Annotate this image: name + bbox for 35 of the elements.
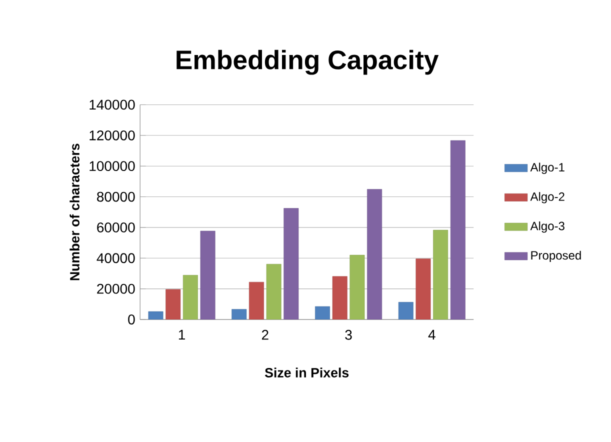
bar — [249, 282, 264, 320]
chart-title: Embedding Capacity — [176, 50, 439, 76]
y-tick-label: 20000 — [97, 284, 135, 294]
legend-label: Algo-2 — [530, 192, 564, 204]
legend-label: Algo-3 — [530, 222, 564, 233]
y-axis-title: Number of characters — [70, 144, 80, 280]
x-tick-label: 2 — [262, 330, 268, 340]
bar — [433, 230, 448, 320]
bar — [367, 189, 382, 320]
x-tick-label: 3 — [345, 330, 352, 340]
y-tick-label: 40000 — [96, 253, 135, 264]
legend-label: Proposed — [531, 251, 581, 262]
x-axis-title: Size in Pixels — [264, 368, 349, 378]
y-tick-label: 120000 — [90, 130, 135, 141]
y-tick-label: 100000 — [90, 161, 135, 172]
bar — [166, 290, 181, 320]
bar — [398, 302, 414, 320]
legend-label: Algo-1 — [530, 162, 564, 174]
bar — [350, 255, 365, 320]
bar — [200, 231, 216, 320]
bar — [232, 309, 247, 320]
y-tick-label: 140000 — [90, 100, 135, 110]
bar — [284, 208, 299, 320]
y-tick-label: 0 — [128, 314, 135, 325]
bar — [148, 312, 164, 320]
bar — [182, 275, 198, 320]
y-tick-label: 80000 — [97, 192, 135, 202]
x-tick-label: 1 — [178, 330, 185, 340]
x-tick-label: 4 — [428, 330, 436, 340]
bar — [266, 264, 282, 320]
bar — [332, 276, 348, 320]
y-tick-label: 60000 — [97, 222, 135, 233]
bar — [315, 306, 330, 320]
bar — [450, 140, 466, 320]
bar — [416, 258, 431, 320]
